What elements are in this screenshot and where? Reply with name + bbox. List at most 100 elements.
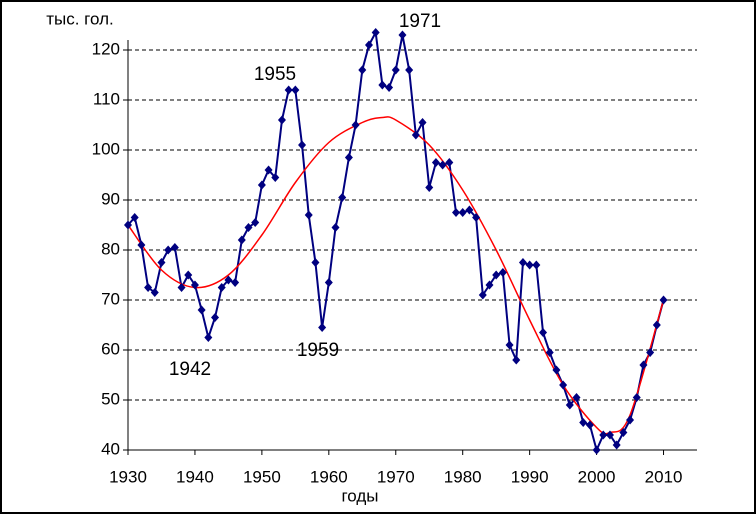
x-tick-label: 1950 <box>243 467 281 486</box>
point <box>458 208 467 217</box>
x-tick-label: 1980 <box>444 467 482 486</box>
point <box>371 28 380 37</box>
point <box>344 153 353 162</box>
x-axis-label: годы <box>341 486 378 505</box>
point <box>565 400 574 410</box>
point <box>525 260 534 270</box>
point <box>324 278 333 287</box>
point <box>144 283 153 292</box>
point <box>425 183 434 192</box>
point <box>592 445 601 455</box>
point <box>150 288 159 297</box>
point <box>170 243 179 252</box>
trend-line <box>127 116 665 435</box>
point <box>338 193 347 202</box>
point <box>646 348 655 357</box>
point <box>552 365 561 375</box>
point <box>351 120 360 130</box>
y-tick-label: 60 <box>101 339 120 358</box>
point <box>364 40 373 50</box>
x-tick-label: 1940 <box>176 467 214 486</box>
point <box>572 393 581 402</box>
point <box>612 440 621 450</box>
point <box>385 83 394 92</box>
point <box>632 393 641 402</box>
point <box>626 415 635 425</box>
point <box>411 130 420 140</box>
point <box>545 348 554 357</box>
point <box>398 30 407 40</box>
point <box>358 65 367 75</box>
point <box>177 283 186 292</box>
point <box>157 258 166 267</box>
point <box>452 208 461 217</box>
point <box>331 223 340 232</box>
y-tick-label: 50 <box>101 389 120 408</box>
point <box>271 173 280 182</box>
point <box>579 418 588 427</box>
point <box>391 65 400 75</box>
point <box>184 270 193 280</box>
y-tick-label: 80 <box>101 239 120 258</box>
point <box>304 210 313 220</box>
point <box>505 340 514 350</box>
point <box>418 118 427 127</box>
x-tick-label: 2000 <box>578 467 616 486</box>
point <box>599 430 608 440</box>
annotation: 1955 <box>254 64 296 85</box>
point <box>512 355 521 365</box>
y-tick-label: 70 <box>101 289 120 308</box>
point <box>605 430 614 440</box>
point <box>164 245 173 255</box>
point <box>445 158 454 167</box>
point <box>472 213 481 222</box>
point <box>478 290 487 300</box>
y-tick-label: 90 <box>101 189 120 208</box>
point <box>438 160 447 170</box>
y-tick-label: 110 <box>93 89 120 108</box>
point <box>277 115 286 125</box>
x-tick-label: 1960 <box>310 467 348 486</box>
point <box>639 360 648 370</box>
point <box>405 65 414 75</box>
point <box>237 235 246 245</box>
point <box>257 180 266 190</box>
point <box>652 320 661 330</box>
point <box>431 158 440 167</box>
point <box>485 280 494 290</box>
point <box>211 313 220 322</box>
y-tick-label: 40 <box>101 439 120 458</box>
point <box>231 278 240 287</box>
point <box>518 258 527 267</box>
y-axis-label: тыс. гол. <box>46 9 114 28</box>
point <box>492 270 501 280</box>
x-tick-label: 2010 <box>645 467 683 486</box>
point <box>619 428 628 437</box>
point <box>291 85 300 95</box>
x-tick-label: 1990 <box>511 467 549 486</box>
point <box>498 268 507 277</box>
point <box>311 258 320 267</box>
point <box>465 205 474 215</box>
x-tick-label: 1930 <box>109 467 147 486</box>
y-tick-label: 100 <box>92 139 120 158</box>
point <box>197 305 206 315</box>
point <box>318 323 327 332</box>
point <box>204 333 213 342</box>
point <box>217 283 226 292</box>
point <box>378 80 387 90</box>
point <box>659 295 668 305</box>
point <box>539 328 548 337</box>
annotation: 1971 <box>399 11 441 32</box>
point <box>559 380 568 390</box>
point <box>532 260 541 270</box>
point <box>190 280 199 290</box>
point <box>130 213 139 222</box>
y-tick-label: 120 <box>92 39 120 58</box>
point <box>284 85 293 95</box>
annotation: 1942 <box>169 359 211 380</box>
point <box>251 218 260 227</box>
point <box>224 275 233 285</box>
